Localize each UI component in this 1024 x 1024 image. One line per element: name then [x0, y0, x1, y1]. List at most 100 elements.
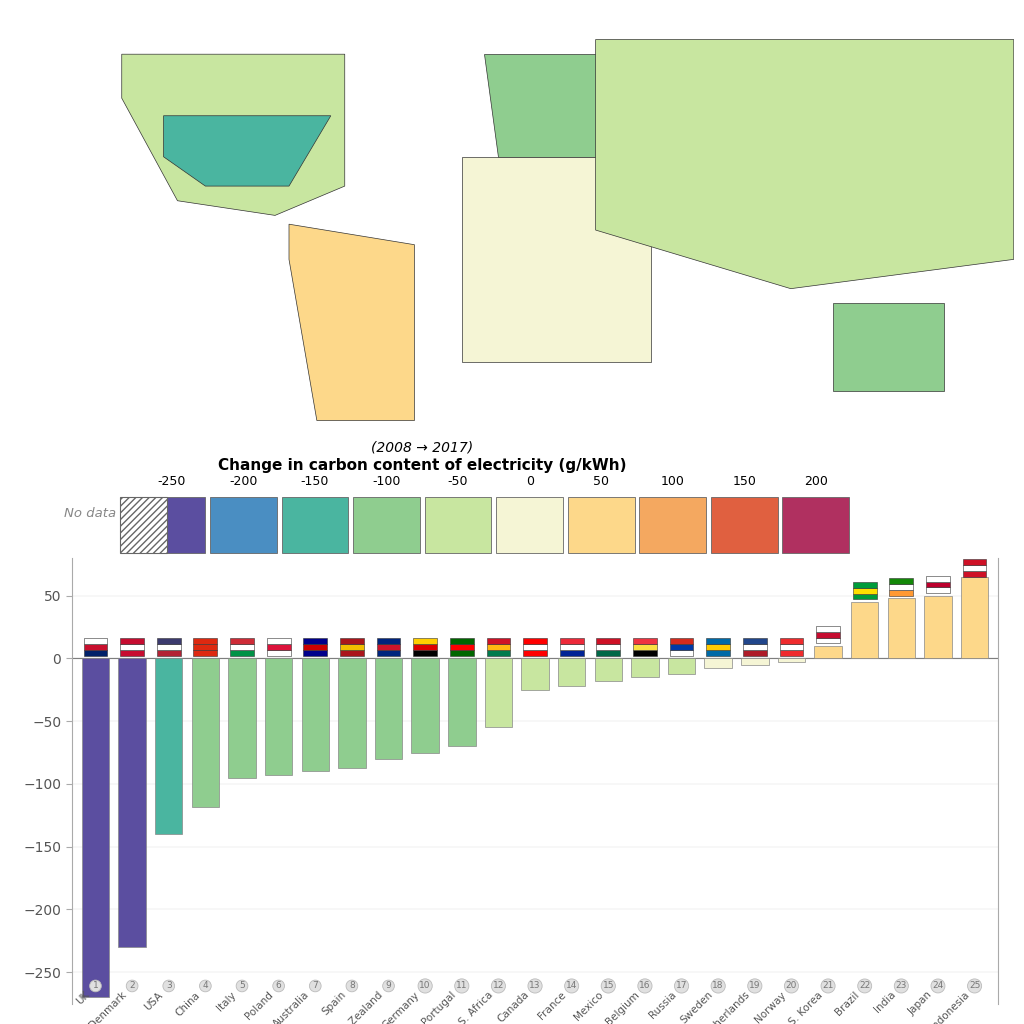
Bar: [412, 658, 439, 753]
Bar: [926, 575, 950, 582]
Bar: [631, 658, 658, 677]
Bar: [668, 658, 695, 674]
Bar: [497, 497, 563, 553]
Bar: [157, 638, 180, 644]
Text: 12: 12: [493, 981, 504, 990]
Text: Sweden: Sweden: [678, 990, 715, 1024]
Bar: [853, 588, 877, 594]
Bar: [266, 638, 291, 644]
Bar: [301, 658, 329, 771]
Bar: [926, 588, 950, 593]
Bar: [120, 644, 144, 650]
Bar: [633, 638, 656, 644]
Bar: [568, 497, 635, 553]
Bar: [120, 497, 167, 553]
Text: 7: 7: [312, 981, 318, 990]
Text: 23: 23: [896, 981, 907, 990]
Bar: [450, 650, 474, 656]
Bar: [963, 565, 986, 571]
Text: France: France: [537, 990, 568, 1021]
Text: 9: 9: [386, 981, 391, 990]
Bar: [888, 598, 915, 658]
Text: (2008 → 2017): (2008 → 2017): [371, 440, 473, 455]
Bar: [742, 650, 767, 656]
Text: Change in carbon content of electricity (g/kWh): Change in carbon content of electricity …: [217, 458, 626, 473]
Bar: [890, 584, 913, 590]
Bar: [596, 638, 621, 644]
Text: Australia: Australia: [271, 990, 311, 1024]
Bar: [705, 658, 732, 669]
Bar: [82, 658, 110, 997]
Bar: [853, 594, 877, 599]
Text: Russia: Russia: [647, 990, 678, 1021]
Bar: [707, 638, 730, 644]
Bar: [707, 644, 730, 650]
Bar: [375, 658, 402, 759]
Bar: [194, 638, 217, 644]
Text: 150: 150: [732, 475, 756, 488]
Text: Germany: Germany: [381, 990, 422, 1024]
Bar: [266, 644, 291, 650]
Text: 24: 24: [932, 981, 943, 990]
Text: Spain: Spain: [321, 990, 348, 1018]
Text: 13: 13: [529, 981, 541, 990]
Bar: [560, 638, 584, 644]
Bar: [926, 582, 950, 588]
Bar: [711, 497, 777, 553]
Bar: [450, 638, 474, 644]
Bar: [84, 644, 108, 650]
Text: -50: -50: [447, 475, 468, 488]
Text: No data: No data: [63, 507, 116, 519]
Bar: [157, 650, 180, 656]
Bar: [484, 658, 512, 727]
Polygon shape: [462, 157, 651, 361]
Bar: [639, 497, 706, 553]
Bar: [303, 650, 328, 656]
Bar: [155, 658, 182, 835]
Bar: [414, 650, 437, 656]
Bar: [816, 626, 840, 632]
Text: Mexico: Mexico: [571, 990, 604, 1023]
Bar: [191, 658, 219, 807]
Text: -200: -200: [229, 475, 258, 488]
Text: 15: 15: [602, 981, 614, 990]
Text: 16: 16: [639, 981, 650, 990]
Text: 1: 1: [92, 981, 98, 990]
Text: 2: 2: [129, 981, 135, 990]
Text: 6: 6: [275, 981, 282, 990]
Text: Japan: Japan: [906, 990, 934, 1017]
Bar: [890, 590, 913, 596]
Text: 25: 25: [969, 981, 980, 990]
Bar: [84, 650, 108, 656]
Bar: [961, 577, 988, 658]
Text: S. Africa: S. Africa: [457, 990, 495, 1024]
Text: 14: 14: [566, 981, 578, 990]
Text: -250: -250: [158, 475, 186, 488]
Bar: [782, 497, 849, 553]
Text: -100: -100: [373, 475, 400, 488]
Bar: [670, 650, 693, 656]
Bar: [777, 658, 805, 663]
Text: Norway: Norway: [753, 990, 787, 1024]
Bar: [377, 644, 400, 650]
Bar: [414, 644, 437, 650]
Bar: [741, 658, 769, 665]
Bar: [523, 644, 547, 650]
Text: New Zealand: New Zealand: [330, 990, 385, 1024]
Polygon shape: [289, 224, 415, 421]
Bar: [282, 497, 348, 553]
Text: 10: 10: [420, 981, 431, 990]
Bar: [486, 638, 510, 644]
Text: Netherlands: Netherlands: [699, 990, 752, 1024]
Bar: [814, 646, 842, 658]
Polygon shape: [596, 40, 1014, 289]
Bar: [120, 650, 144, 656]
Text: Denmark: Denmark: [87, 990, 128, 1024]
Text: 50: 50: [593, 475, 609, 488]
Bar: [853, 582, 877, 588]
Polygon shape: [164, 116, 331, 186]
Bar: [230, 638, 254, 644]
Text: -150: -150: [301, 475, 329, 488]
Bar: [120, 638, 144, 644]
Text: 200: 200: [804, 475, 827, 488]
